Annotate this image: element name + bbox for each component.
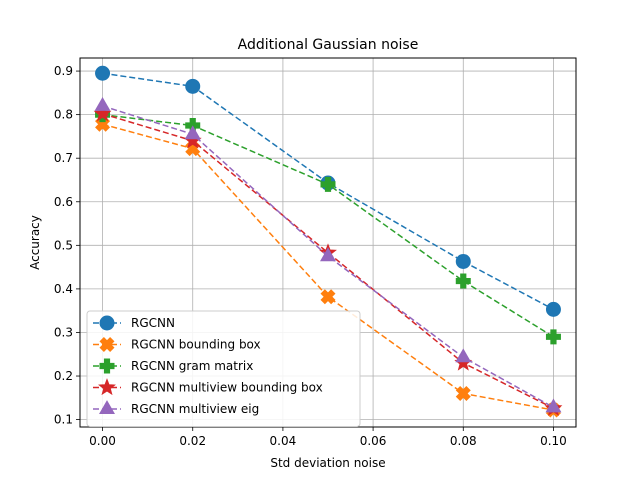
data-point (320, 289, 336, 305)
legend-box (86, 310, 361, 427)
chart-title: Additional Gaussian noise (238, 37, 419, 53)
y-tick-label: 0.8 (54, 108, 73, 122)
y-tick-label: 0.3 (54, 325, 73, 339)
legend-label: RGCNN bounding box (131, 338, 261, 352)
x-tick-label: 0.06 (360, 434, 387, 448)
data-point (184, 125, 201, 140)
data-point (545, 301, 561, 317)
y-tick-label: 0.2 (54, 369, 73, 383)
y-tick-label: 0.6 (54, 195, 73, 209)
data-point (455, 348, 472, 363)
series-line (102, 105, 554, 409)
y-tick-label: 0.1 (54, 413, 73, 427)
data-point (455, 253, 471, 269)
legend-item: RGCNN gram matrix (93, 358, 253, 374)
legend-marker (99, 337, 115, 352)
series-5 (94, 97, 562, 413)
legend-label: RGCNN multiview bounding box (131, 381, 323, 395)
series-line (102, 113, 554, 338)
y-tick-label: 0.5 (54, 238, 73, 252)
legend-item: RGCNN multiview bounding box (93, 378, 323, 396)
x-tick-label: 0.02 (179, 434, 206, 448)
x-tick-label: 0.04 (270, 434, 297, 448)
legend-marker (99, 400, 115, 414)
legend-item: RGCNN bounding box (93, 337, 261, 352)
series-line (102, 123, 554, 411)
data-point (185, 78, 201, 94)
legend-label: RGCNN gram matrix (131, 359, 253, 373)
series-lines (93, 65, 563, 418)
x-tick-label: 0.10 (540, 434, 567, 448)
x-tick-label: 0.08 (450, 434, 477, 448)
x-tick-label: 0.00 (89, 434, 116, 448)
data-point (455, 385, 471, 401)
legend: RGCNN RGCNN bounding box RGCNN gram matrix… (86, 310, 361, 427)
x-axis-label: Std deviation noise (270, 456, 385, 470)
legend-item: RGCNN (93, 315, 175, 331)
legend-item: RGCNN multiview eig (93, 400, 259, 416)
series-3 (95, 107, 561, 345)
data-point (93, 104, 112, 122)
legend-label: RGCNN (131, 316, 175, 330)
legend-marker (99, 315, 115, 331)
legend-label: RGCNN multiview eig (131, 402, 259, 416)
data-point (320, 176, 336, 192)
y-tick-label: 0.4 (54, 282, 73, 296)
axis-ticks: 0.00 0.02 0.04 0.06 0.08 0.10 0.1 0.2 0.3 0.4 0.5 0… (54, 64, 567, 448)
y-axis-label: Accuracy (28, 215, 42, 270)
data-point (95, 65, 111, 81)
legend-marker (98, 378, 116, 396)
data-point (455, 273, 471, 289)
data-point (545, 329, 561, 345)
y-tick-label: 0.9 (54, 64, 73, 78)
legend-marker (99, 358, 115, 374)
y-tick-label: 0.7 (54, 151, 73, 165)
data-point (94, 97, 111, 111)
data-point (545, 398, 562, 413)
grid (80, 58, 576, 427)
series-line (102, 113, 554, 409)
data-point (320, 247, 336, 262)
